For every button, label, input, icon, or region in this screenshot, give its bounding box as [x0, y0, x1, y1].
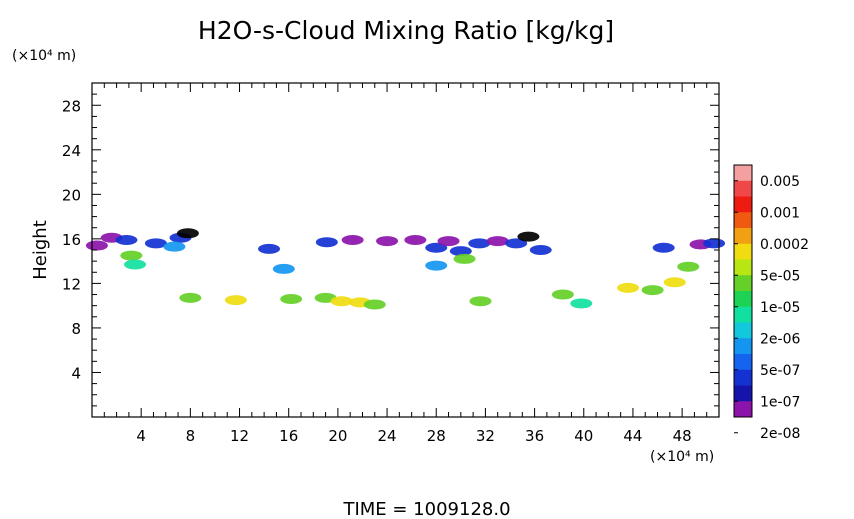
plot-border [91, 82, 720, 418]
y-tick-label: 24 [62, 142, 81, 160]
cloud-cell [120, 250, 143, 261]
cloud-cell [280, 293, 303, 304]
cloud-cell [468, 238, 491, 249]
y-tick-label: 4 [71, 364, 81, 382]
colorbar-bin [734, 275, 752, 292]
chart-title: H2O-s-Cloud Mixing Ratio [kg/kg] [198, 16, 614, 45]
colorbar-label: 1e-05 [760, 300, 800, 316]
cloud-cell [570, 298, 593, 309]
x-tick-label: 32 [476, 427, 495, 445]
colorbar-bin [734, 291, 752, 308]
x-tick-label: 36 [525, 427, 544, 445]
colorbar-bin [734, 369, 752, 386]
cloud-cell [469, 296, 492, 307]
x-tick-label: 12 [230, 427, 249, 445]
cloud-cell [486, 236, 509, 247]
colorbar-label: 5e-05 [760, 268, 800, 284]
cloud-cell [224, 295, 247, 306]
x-tick-label: 48 [673, 427, 692, 445]
cloud-cell [179, 292, 202, 303]
x-axis: 4 8 12 16 20 24 28 32 36 40 44 48 [103, 83, 708, 445]
colorbar-label: 5e-07 [760, 363, 800, 379]
x-tick-label: 44 [623, 427, 642, 445]
cloud-cell [363, 299, 386, 310]
cloud-cell [163, 241, 186, 252]
cloud-field [85, 228, 726, 310]
y-tick-label: 8 [71, 320, 81, 338]
colorbar-bin [734, 354, 752, 371]
cloud-cell [505, 238, 528, 249]
cloud-cell [124, 259, 147, 270]
cloud-cell [453, 253, 476, 264]
colorbar-bin [734, 401, 752, 418]
y-unit-label: (×10⁴ m) [12, 48, 76, 64]
cloud-cell [425, 242, 448, 253]
x-tick-label: 16 [279, 427, 298, 445]
cloud-cell [449, 246, 472, 257]
colorbar: 0.005 0.001 0.0002 5e-05 1e-05 2e-06 5e-07 1e-0… [733, 164, 809, 442]
cloud-cell [376, 236, 399, 247]
cloud-cell [517, 231, 540, 242]
colorbar-bin [734, 228, 752, 245]
colorbar-bin [734, 306, 752, 323]
cloud-cell [315, 237, 338, 248]
y-tick-label: 20 [62, 186, 81, 204]
y-axis: 4 8 12 16 20 24 28 [62, 93, 719, 407]
colorbar-label: 0.001 [760, 205, 800, 221]
cloud-cell [437, 236, 460, 247]
x-tick-label: 28 [427, 427, 446, 445]
colorbar-label: 1e-07 [760, 394, 800, 410]
cloud-cell [617, 282, 640, 293]
colorbar-bin [734, 385, 752, 402]
colorbar-label: 0.0002 [760, 237, 809, 253]
cloud-cell [176, 228, 199, 239]
colorbar-bin [734, 322, 752, 339]
y-axis-label: Height [30, 220, 51, 280]
cloud-cell [404, 234, 427, 245]
cloud-cell [663, 277, 686, 288]
colorbar-bin [734, 338, 752, 355]
cloud-cell [272, 263, 295, 274]
x-unit-label: (×10⁴ m) [650, 449, 714, 465]
x-tick-label: 40 [574, 427, 593, 445]
colorbar-bin [734, 243, 752, 260]
x-tick-label: 24 [378, 427, 397, 445]
colorbar-frame [733, 164, 753, 418]
x-tick-label: 4 [136, 427, 146, 445]
colorbar-label: 0.005 [760, 174, 800, 190]
cloud-cell [330, 296, 353, 307]
cloud-cell [144, 238, 167, 249]
cloud-cell [677, 261, 700, 272]
cloud-cell [341, 234, 364, 245]
x-tick-label: 8 [186, 427, 196, 445]
colorbar-bin [734, 165, 752, 182]
colorbar-bin [734, 212, 752, 229]
plot-frame [91, 82, 720, 418]
colorbar-bin [734, 180, 752, 197]
cloud-cell [115, 234, 138, 245]
cloud-cell [529, 245, 552, 255]
cloud-cell [425, 260, 448, 271]
x-tick-label: 20 [328, 427, 347, 445]
colorbar-bin [734, 259, 752, 276]
cloud-cell [703, 238, 726, 249]
cloud-cell [85, 240, 108, 251]
cloud-cell [652, 242, 675, 253]
y-tick-label: 12 [62, 275, 81, 293]
y-tick-label: 28 [62, 97, 81, 115]
colorbar-bin [734, 196, 752, 213]
time-label: TIME = 1009128.0 [342, 499, 510, 519]
cloud-cell [551, 289, 574, 300]
colorbar-label: 2e-06 [760, 331, 800, 347]
y-tick-label: 16 [62, 231, 81, 249]
cloud-cell [641, 285, 664, 296]
cloud-cell [258, 243, 281, 254]
colorbar-label: 2e-08 [760, 426, 800, 442]
